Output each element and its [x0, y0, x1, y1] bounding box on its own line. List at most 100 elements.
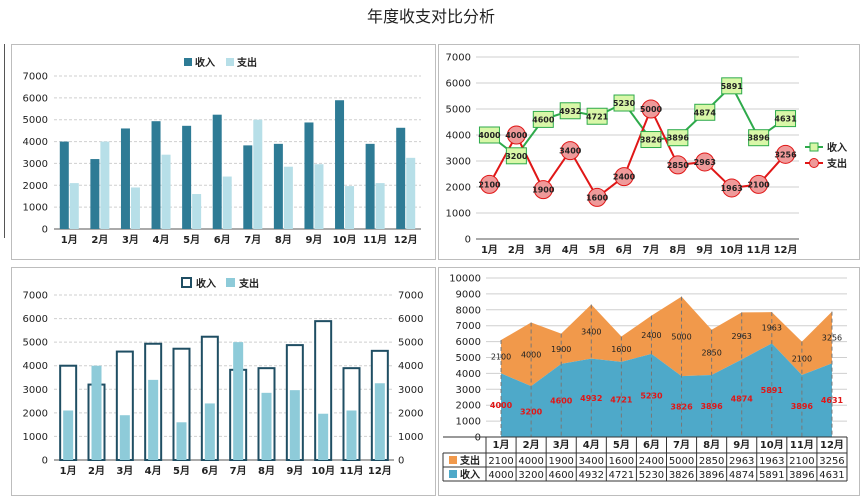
- table-cell: 3400: [579, 456, 604, 467]
- x-tick-label: 10月: [311, 465, 335, 477]
- expense-bar: [406, 157, 416, 229]
- income-data-label: 4631: [821, 396, 844, 405]
- expense-bar: [314, 164, 324, 229]
- overlap-bar-chart-panel: 0 1000 2000 3000 4000 5000 6000 7000 0 1000 2000 30…: [11, 267, 436, 496]
- income-data-label: 4932: [580, 394, 602, 403]
- expense-data-label: 2850: [667, 161, 690, 170]
- expense-bar: [374, 383, 385, 460]
- table-header: 10月: [760, 439, 784, 451]
- y-tick-label-left: 3000: [23, 385, 48, 396]
- expense-bar: [345, 186, 355, 229]
- table-cell: 3896: [789, 470, 814, 481]
- table-cell: 3256: [819, 456, 844, 467]
- legend-expense-label: 支出: [459, 454, 480, 467]
- legend-income-label: 收入: [196, 277, 216, 290]
- expense-data-label: 2963: [732, 332, 752, 341]
- y-tick-label: 7000: [446, 53, 471, 64]
- table-header: 5月: [613, 439, 630, 451]
- expense-bar: [222, 176, 232, 229]
- income-data-label: 4631: [774, 115, 797, 124]
- y-tick-label: 8000: [456, 305, 481, 316]
- y-tick-label: 1000: [456, 417, 481, 428]
- x-tick-label: 5月: [589, 244, 606, 256]
- income-point: [505, 147, 527, 165]
- expense-data-label: 2400: [613, 173, 636, 182]
- y-tick-label: 4000: [23, 137, 48, 148]
- y-tick-label: 6000: [456, 337, 481, 348]
- table-header: 11月: [790, 439, 814, 451]
- table-cell: 1900: [548, 456, 573, 467]
- y-tick-label: 2000: [456, 401, 481, 412]
- expense-data-label: 2963: [694, 158, 716, 167]
- x-tick-label: 7月: [244, 234, 261, 246]
- expense-data-label: 4000: [505, 131, 528, 140]
- y-tick-label: 10000: [449, 274, 481, 285]
- x-tick-label: 6月: [616, 244, 633, 256]
- y-tick-label: 3000: [446, 157, 471, 168]
- expense-point: [560, 141, 580, 161]
- expense-bar: [261, 392, 272, 460]
- y-tick-label-right: 6000: [398, 314, 423, 325]
- expense-bar: [289, 390, 300, 460]
- table-cell: 5230: [639, 470, 664, 481]
- expense-data-label: 3256: [774, 150, 797, 159]
- expense-bar: [161, 154, 171, 229]
- expense-bar: [346, 410, 357, 460]
- x-tick-label: 7月: [642, 244, 659, 256]
- legend-expense-label: 支出: [238, 277, 259, 290]
- x-tick-label: 12月: [368, 465, 392, 477]
- y-tick-label-right: 5000: [398, 338, 423, 349]
- legend-income-marker: [809, 142, 819, 152]
- table-cell: 2100: [488, 456, 513, 467]
- income-point: [694, 103, 716, 121]
- table-cell: 1600: [609, 456, 634, 467]
- income-point: [559, 102, 581, 120]
- y-tick-label-right: 4000: [398, 361, 423, 372]
- expense-point: [668, 155, 688, 175]
- table-cell: 2850: [699, 456, 724, 467]
- x-tick-label: 8月: [275, 234, 292, 246]
- income-bar: [365, 143, 375, 229]
- legend-income-label: 收入: [827, 141, 847, 154]
- income-bar: [396, 127, 406, 229]
- expense-data-label: 1600: [586, 193, 609, 202]
- expense-bar: [176, 422, 187, 460]
- expense-data-label: 4000: [521, 350, 541, 359]
- table-cell: 1963: [759, 456, 784, 467]
- x-tick-label: 1月: [60, 465, 77, 477]
- income-data-label: 3896: [667, 134, 690, 143]
- legend-expense-label: 支出: [236, 56, 257, 69]
- expense-bar: [91, 365, 102, 460]
- y-tick-label: 2000: [446, 183, 471, 194]
- income-data-label: 3896: [747, 134, 770, 143]
- y-tick-label: 1000: [23, 203, 48, 214]
- table-cell: 4874: [729, 470, 754, 481]
- expense-point: [533, 180, 553, 200]
- expense-bar: [63, 410, 74, 460]
- x-tick-label: 9月: [696, 244, 713, 256]
- y-tick-label: 4000: [446, 131, 471, 142]
- income-data-label: 3896: [700, 402, 723, 411]
- x-tick-label: 4月: [145, 465, 162, 477]
- expense-bar: [100, 141, 110, 229]
- expense-data-label: 2100: [792, 354, 812, 363]
- expense-bar: [192, 194, 202, 229]
- expense-data-label: 2100: [491, 353, 511, 362]
- table-cell: 4600: [548, 470, 573, 481]
- expense-data-label: 3256: [822, 333, 842, 342]
- expense-bar: [253, 119, 263, 229]
- x-tick-label: 9月: [286, 465, 303, 477]
- table-header: 4月: [583, 439, 600, 451]
- y-tick-label-right: 3000: [398, 385, 423, 396]
- table-cell: 3896: [699, 470, 724, 481]
- y-tick-label: 7000: [456, 321, 481, 332]
- income-data-label: 3826: [640, 136, 663, 145]
- stacked-area-chart-panel: 0 1000 2000 3000 4000 5000 6000 7000 8000 9000 100…: [438, 267, 860, 496]
- legend-income-swatch: [449, 470, 457, 478]
- income-data-label: 4932: [559, 107, 581, 116]
- expense-point: [479, 174, 499, 194]
- legend-income-swatch: [184, 58, 192, 66]
- legend-expense-swatch: [449, 456, 457, 464]
- expense-data-label: 5000: [671, 332, 691, 341]
- expense-data-label: 2850: [701, 348, 721, 357]
